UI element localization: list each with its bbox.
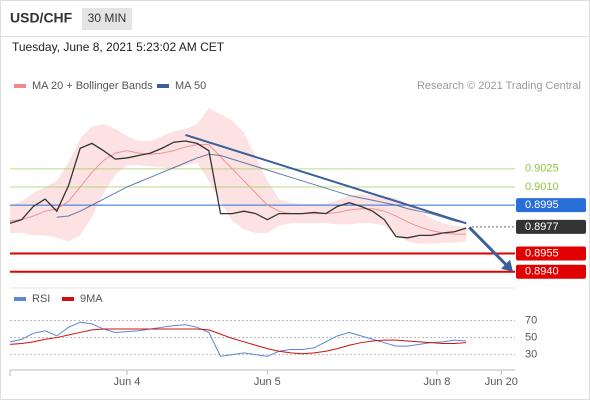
x-tick-label: Jun 5 bbox=[254, 376, 281, 388]
x-tick-label: Jun 4 bbox=[114, 376, 141, 388]
level-box bbox=[516, 198, 586, 213]
x-tick-label: Jun 8 bbox=[424, 376, 451, 388]
legend-label: 9MA bbox=[80, 293, 103, 305]
level-label: 0.9010 bbox=[525, 181, 559, 193]
arrow-head bbox=[501, 259, 513, 272]
interval: 30 MIN bbox=[88, 11, 127, 25]
rsi-line bbox=[9, 328, 467, 355]
level-label: 0.8995 bbox=[525, 199, 559, 211]
level-box bbox=[516, 246, 586, 261]
legend-label: RSI bbox=[32, 293, 50, 305]
legend-swatch bbox=[157, 84, 169, 88]
ma-line bbox=[56, 153, 467, 224]
level-box bbox=[516, 219, 586, 234]
rsi-line bbox=[9, 321, 467, 357]
credit: Research © 2021 Trading Central bbox=[417, 80, 581, 92]
y-tick-label: 70 bbox=[525, 314, 537, 326]
legend-swatch bbox=[14, 84, 26, 88]
forecast-arrow bbox=[468, 226, 511, 269]
symbol: USD/CHF bbox=[10, 10, 73, 26]
interval-badge bbox=[82, 8, 132, 30]
x-tick-label: Jun 20 bbox=[485, 376, 518, 388]
legend-label: MA 20 + Bollinger Bands bbox=[32, 80, 153, 92]
level-label: 0.8955 bbox=[525, 247, 559, 259]
level-label: 0.8940 bbox=[525, 266, 559, 278]
level-box bbox=[516, 264, 586, 279]
price-line bbox=[9, 140, 467, 239]
timestamp: Tuesday, June 8, 2021 5:23:02 AM CET bbox=[12, 40, 225, 54]
legend-swatch bbox=[62, 297, 74, 301]
trendline bbox=[185, 133, 467, 225]
y-tick-label: 30 bbox=[525, 349, 537, 361]
level-label: 0.9025 bbox=[525, 163, 559, 175]
legend-label: MA 50 bbox=[175, 80, 206, 92]
level-label: 0.8977 bbox=[525, 221, 559, 233]
ma-line bbox=[9, 144, 467, 235]
legend-swatch bbox=[14, 297, 26, 301]
y-tick-label: 50 bbox=[525, 331, 537, 343]
